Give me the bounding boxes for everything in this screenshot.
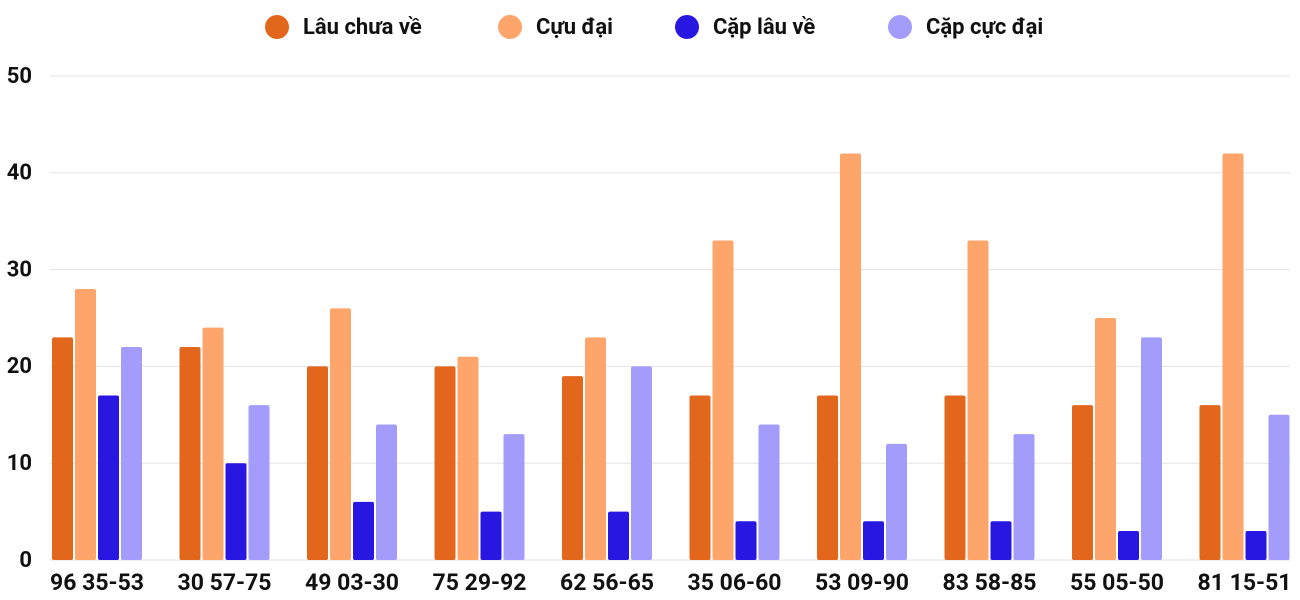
bar bbox=[608, 511, 629, 560]
x-tick-label: 49 03-30 bbox=[305, 569, 399, 596]
bar bbox=[179, 347, 201, 560]
x-tick-label: 81 15-51 bbox=[1198, 569, 1292, 596]
bar bbox=[434, 366, 456, 560]
bar bbox=[202, 327, 224, 560]
bar bbox=[1141, 337, 1162, 560]
bar bbox=[1199, 405, 1221, 560]
bar bbox=[248, 405, 270, 560]
bar bbox=[631, 366, 652, 560]
bar bbox=[1118, 530, 1139, 560]
bar bbox=[712, 240, 734, 560]
bar bbox=[1013, 434, 1035, 560]
y-tick-label: 0 bbox=[19, 548, 32, 573]
bar bbox=[689, 395, 711, 560]
bar bbox=[52, 337, 73, 560]
legend-marker bbox=[888, 15, 912, 39]
bar bbox=[98, 395, 119, 560]
bar bbox=[817, 395, 838, 560]
bar bbox=[307, 366, 328, 560]
x-tick-label: 55 05-50 bbox=[1070, 569, 1164, 596]
y-tick-label: 20 bbox=[7, 354, 32, 379]
legend-label: Cặp cực đại bbox=[926, 15, 1043, 40]
legend-marker bbox=[675, 15, 699, 39]
y-tick-label: 10 bbox=[7, 451, 32, 476]
x-tick-label: 96 35-53 bbox=[50, 569, 144, 596]
bar bbox=[225, 463, 247, 560]
x-tick-label: 75 29-92 bbox=[433, 569, 527, 596]
bar bbox=[886, 443, 907, 560]
bar bbox=[1222, 153, 1244, 560]
bar bbox=[967, 240, 989, 560]
bar bbox=[840, 153, 861, 560]
bar bbox=[758, 424, 780, 560]
bar bbox=[1072, 405, 1093, 560]
x-tick-label: 62 56-65 bbox=[560, 569, 654, 596]
x-tick-label: 83 58-85 bbox=[943, 569, 1037, 596]
bar bbox=[735, 521, 757, 560]
bar bbox=[1095, 318, 1116, 560]
bar bbox=[944, 395, 966, 560]
bar bbox=[376, 424, 397, 560]
bar bbox=[503, 434, 525, 560]
bar bbox=[457, 356, 479, 560]
bar bbox=[562, 376, 583, 560]
bar bbox=[330, 308, 351, 560]
bar bbox=[353, 501, 374, 560]
bar bbox=[585, 337, 606, 560]
y-tick-label: 40 bbox=[7, 161, 32, 186]
x-tick-label: 35 06-60 bbox=[688, 569, 782, 596]
x-tick-label: 30 57-75 bbox=[178, 569, 272, 596]
bar bbox=[121, 347, 142, 560]
legend-label: Lâu chưa về bbox=[303, 15, 422, 40]
y-tick-label: 50 bbox=[7, 64, 32, 89]
bar bbox=[1268, 414, 1290, 560]
bar bbox=[863, 521, 884, 560]
bar bbox=[75, 288, 96, 560]
legend-label: Cựu đại bbox=[536, 15, 613, 40]
bar bbox=[1245, 530, 1267, 560]
legend-label: Cặp lâu về bbox=[713, 15, 815, 40]
legend-marker bbox=[265, 15, 289, 39]
y-tick-label: 30 bbox=[7, 257, 32, 282]
bar bbox=[480, 511, 502, 560]
legend-marker bbox=[498, 15, 522, 39]
bar bbox=[990, 521, 1012, 560]
x-tick-label: 53 09-90 bbox=[815, 569, 909, 596]
